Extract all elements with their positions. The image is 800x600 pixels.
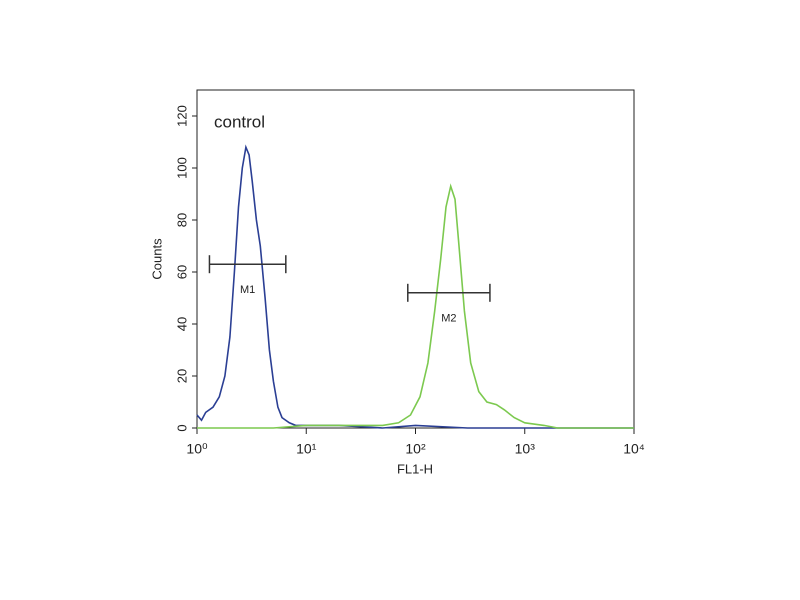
y-tick-label: 120 bbox=[174, 105, 189, 127]
series-line bbox=[197, 183, 634, 429]
y-tick-label: 40 bbox=[174, 317, 189, 331]
y-tick-label: 100 bbox=[174, 157, 189, 179]
y-tick-label: 80 bbox=[174, 213, 189, 227]
y-tick-label: 60 bbox=[174, 265, 189, 279]
y-tick-label: 20 bbox=[174, 369, 189, 383]
marker-label: M1 bbox=[240, 284, 255, 296]
series-label: control bbox=[214, 112, 265, 131]
plot-frame bbox=[196, 89, 635, 429]
x-tick-label: 10⁰ bbox=[186, 441, 208, 457]
series-line bbox=[196, 144, 634, 429]
x-tick-label: 10³ bbox=[515, 441, 536, 457]
x-tick-label: 10² bbox=[405, 441, 426, 457]
x-tick-label: 10⁴ bbox=[623, 441, 645, 457]
x-tick-label: 10¹ bbox=[296, 441, 317, 457]
x-axis-label: FL1-H bbox=[397, 461, 433, 476]
y-axis-label: Counts bbox=[149, 238, 164, 280]
y-tick-label: 0 bbox=[174, 424, 189, 431]
marker-label: M2 bbox=[441, 313, 456, 325]
